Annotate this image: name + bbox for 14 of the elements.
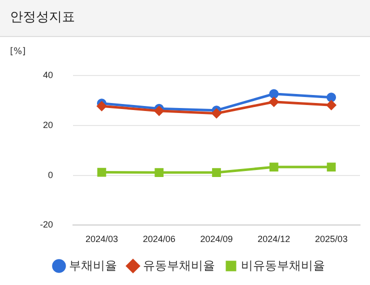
x-tick-label: 2025/03 [315, 234, 348, 244]
y-axis-title: [%] [10, 47, 26, 57]
legend-label: 유동부채비율 [143, 258, 215, 272]
y-tick-label: 0 [48, 170, 54, 180]
x-tick-label: 2024/12 [258, 234, 290, 244]
chart-title: 안정성지표 [0, 0, 370, 37]
x-tick-label: 2024/06 [142, 234, 176, 244]
x-tick-label: 2024/09 [200, 234, 233, 244]
legend-label: 비유동부채비율 [241, 258, 325, 272]
y-tick-label: 20 [42, 120, 54, 130]
x-tick-label: 2024/03 [85, 234, 118, 244]
legend-label: 부채비율 [69, 258, 117, 272]
y-tick-label: -20 [40, 220, 54, 230]
y-tick-label: 40 [42, 70, 54, 80]
